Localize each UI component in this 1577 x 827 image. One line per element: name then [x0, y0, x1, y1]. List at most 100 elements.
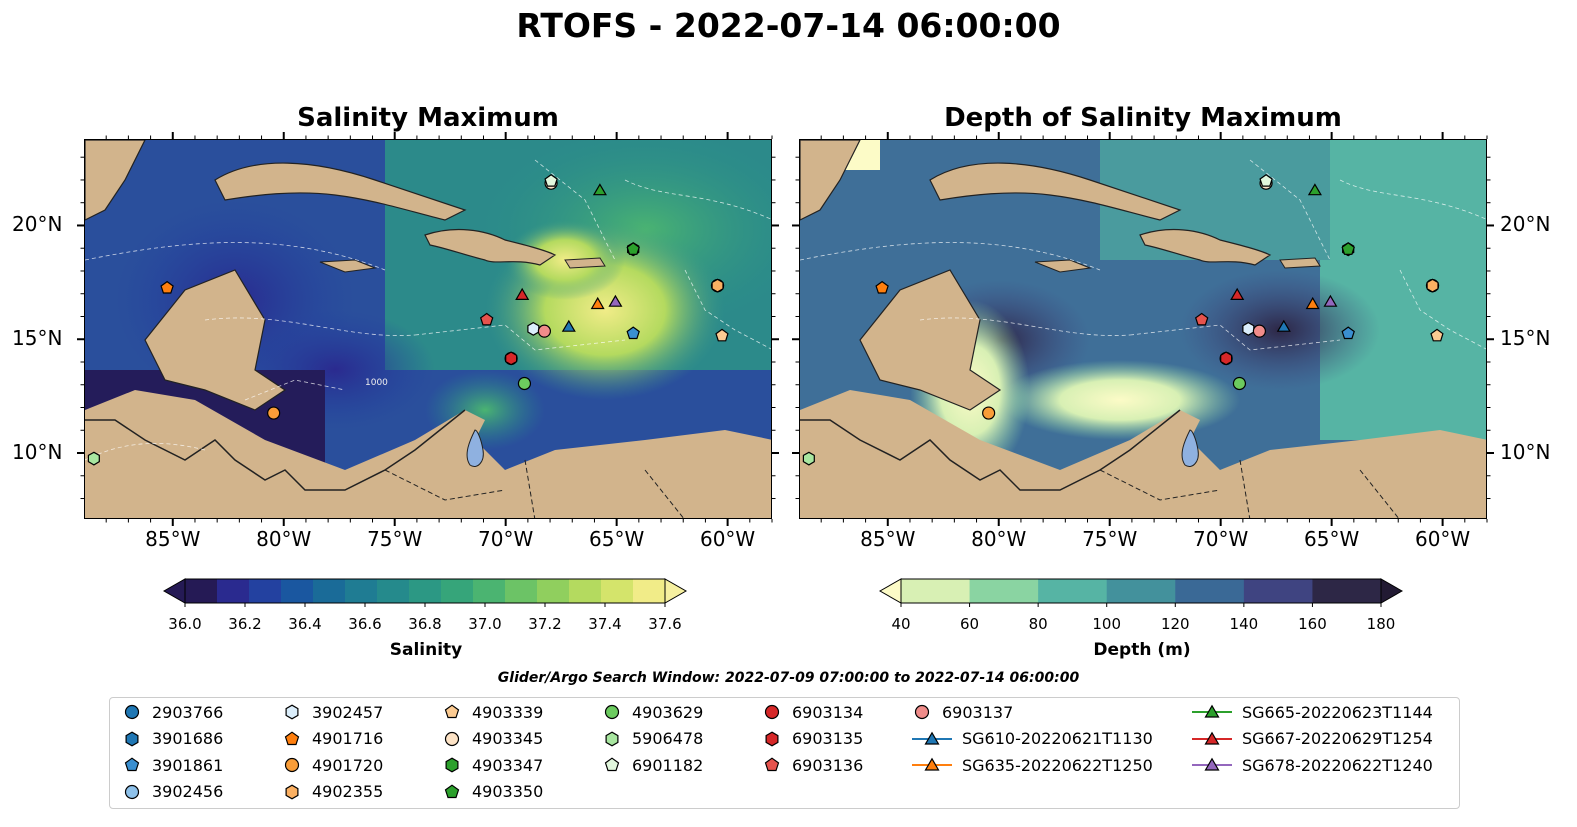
- legend-item: 6903135: [762, 727, 863, 751]
- observation-marker-sg635-20220622t1250[interactable]: [590, 296, 605, 310]
- legend-label: 4901720: [312, 755, 384, 775]
- lon-tick-label: 65°W: [589, 527, 645, 551]
- observation-marker-4901720[interactable]: [982, 406, 996, 420]
- lon-tick-label: 60°W: [1414, 527, 1471, 551]
- colorbar-bin: [1175, 579, 1245, 603]
- observation-marker-6903136[interactable]: [479, 312, 494, 326]
- observation-marker-sg635-20220622t1250[interactable]: [1305, 296, 1320, 310]
- legend-item: 4903350: [442, 780, 543, 804]
- legend-label: 4903629: [632, 702, 704, 722]
- colorbar-tick-label: 60: [960, 615, 980, 633]
- legend-item: SG665-20220623T1144: [1192, 700, 1433, 724]
- colorbar-bin: [1312, 579, 1382, 603]
- hexagon-marker-icon: [605, 731, 619, 746]
- legend-item: 3901861: [122, 753, 223, 777]
- colorbar-bin: [633, 579, 666, 603]
- observation-marker-4903339[interactable]: [1430, 328, 1444, 342]
- colorbar-tick-label: 180: [1366, 615, 1396, 633]
- circle-marker-icon: [124, 784, 140, 799]
- observation-marker-6903135[interactable]: [1220, 351, 1233, 366]
- colorbar-bin: [249, 579, 282, 603]
- observation-marker-4903629[interactable]: [517, 376, 532, 391]
- colorbar-bin: [217, 579, 250, 603]
- observation-marker-6903137[interactable]: [537, 324, 552, 338]
- observation-marker-5906478[interactable]: [87, 451, 100, 466]
- depth-observation-markers: [802, 173, 1444, 466]
- observation-marker-4902355[interactable]: [1426, 278, 1439, 293]
- search-window-text: Glider/Argo Search Window: 2022-07-09 07…: [497, 670, 1080, 686]
- lat-tick-label: 15°N: [1500, 326, 1551, 351]
- observation-marker-5906478[interactable]: [802, 451, 815, 466]
- colorbar-bin: [441, 579, 474, 603]
- observation-marker-4902355[interactable]: [711, 278, 724, 293]
- lat-tick-label: 20°N: [1500, 212, 1551, 237]
- legend-item: 4903339: [442, 700, 543, 724]
- observation-marker-sg667-20220629t1254[interactable]: [1230, 287, 1245, 300]
- observation-marker-sg610-20220621t1130[interactable]: [561, 319, 576, 332]
- colorbar-tick-label: 36.6: [348, 615, 382, 633]
- triangle-marker-icon: [1192, 731, 1232, 745]
- observation-marker-4901716[interactable]: [875, 280, 889, 294]
- legend-item: SG678-20220622T1240: [1192, 753, 1433, 777]
- observation-marker-4903339[interactable]: [715, 328, 729, 342]
- triangle-marker-icon: [912, 757, 952, 771]
- colorbar-tick-label: 100: [1092, 615, 1122, 633]
- legend-item: 4901720: [282, 753, 383, 777]
- observation-marker-6901182[interactable]: [544, 173, 558, 187]
- colorbar-bin: [505, 579, 538, 603]
- observation-marker-sg610-20220621t1130[interactable]: [1276, 319, 1291, 332]
- lat-tick-label: 20°N: [12, 212, 63, 237]
- colorbar-tick-label: 37.0: [468, 615, 502, 633]
- observation-marker-4901716[interactable]: [160, 280, 174, 294]
- salinity-max-map[interactable]: 1000: [84, 139, 772, 519]
- observation-marker-sg678-20220622t1240[interactable]: [1323, 294, 1338, 307]
- legend-label: 4902355: [312, 782, 384, 801]
- panel-title-salinity: Salinity Maximum: [297, 103, 559, 133]
- colorbar-tick-label: 36.0: [168, 615, 202, 633]
- observation-marker-3902457[interactable]: [1242, 321, 1255, 336]
- observation-marker-4903350[interactable]: [1341, 242, 1355, 255]
- observation-marker-6901182[interactable]: [1259, 173, 1273, 187]
- observation-marker-sg678-20220622t1240[interactable]: [608, 294, 623, 307]
- legend-item: SG667-20220629T1254: [1192, 727, 1433, 751]
- observation-marker-sg665-20220623t1144[interactable]: [592, 183, 607, 196]
- lon-tick-label: 80°W: [256, 527, 312, 551]
- colorbar-tick-label: 40: [891, 615, 911, 633]
- hexagon-marker-icon: [285, 784, 299, 799]
- legend-label: 3902457: [312, 702, 384, 722]
- legend-label: 4903347: [472, 755, 544, 775]
- legend-label: SG610-20220621T1130: [962, 729, 1153, 748]
- observation-marker-4903350[interactable]: [626, 242, 640, 255]
- salinity-colorbar-label: Salinity: [389, 640, 463, 660]
- lon-tick-label: 70°W: [1193, 527, 1249, 551]
- lon-tick-label: 80°W: [971, 527, 1027, 551]
- colorbar-tick-label: 36.8: [408, 615, 442, 633]
- contour-label: 1000: [365, 378, 388, 388]
- lon-tick-label: 70°W: [478, 527, 534, 551]
- legend-label: 4903345: [472, 729, 544, 748]
- pentagon-marker-icon: [444, 704, 460, 719]
- circle-marker-icon: [284, 757, 300, 773]
- colorbar-tick-label: 37.4: [588, 615, 622, 633]
- colorbar-tick-label: 37.6: [648, 615, 682, 633]
- observation-marker-3901861[interactable]: [1341, 326, 1355, 340]
- observation-marker-6903135[interactable]: [505, 351, 518, 366]
- axis-ticks: [77, 132, 1494, 526]
- circle-marker-icon: [124, 704, 140, 720]
- observation-marker-4903629[interactable]: [1232, 376, 1247, 391]
- observation-marker-sg667-20220629t1254[interactable]: [515, 287, 530, 300]
- colorbar-bin: [313, 579, 346, 603]
- observation-marker-sg665-20220623t1144[interactable]: [1307, 183, 1322, 196]
- observation-marker-3902457[interactable]: [527, 321, 540, 336]
- legend-item: 4903629: [602, 700, 703, 724]
- pentagon-marker-icon: [604, 757, 620, 772]
- depth-of-salinity-max-map[interactable]: [799, 139, 1487, 519]
- pentagon-marker-icon: [284, 730, 300, 745]
- observation-marker-6903137[interactable]: [1252, 324, 1267, 338]
- colorbar-tick-label: 120: [1160, 615, 1190, 633]
- lon-tick-label: 85°W: [860, 527, 916, 551]
- observation-marker-4901720[interactable]: [267, 406, 281, 420]
- colorbar-bin: [601, 579, 634, 603]
- observation-marker-6903136[interactable]: [1194, 312, 1209, 326]
- observation-marker-3901861[interactable]: [626, 326, 640, 340]
